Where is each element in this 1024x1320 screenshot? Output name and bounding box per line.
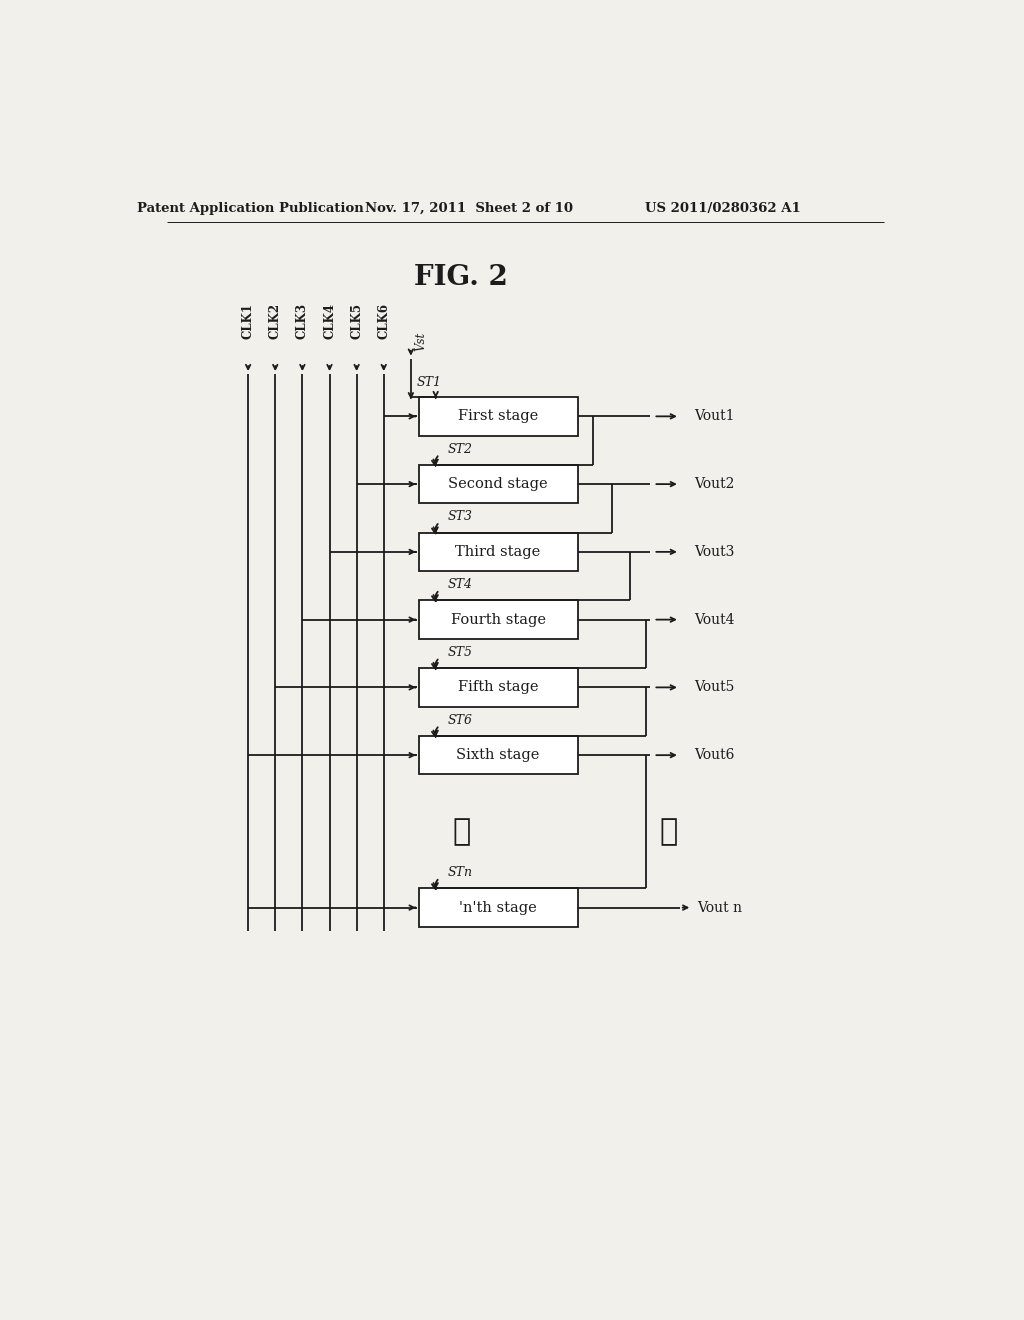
Text: US 2011/0280362 A1: US 2011/0280362 A1: [645, 202, 801, 215]
Text: ST6: ST6: [447, 714, 472, 726]
Text: Fifth stage: Fifth stage: [458, 680, 539, 694]
Bar: [419, 668, 578, 706]
Text: Vst: Vst: [415, 331, 428, 351]
Bar: [419, 601, 578, 639]
Text: Vout3: Vout3: [693, 545, 734, 558]
Text: Second stage: Second stage: [449, 477, 548, 491]
Text: CLK2: CLK2: [268, 304, 282, 339]
Text: Third stage: Third stage: [456, 545, 541, 558]
Text: Nov. 17, 2011  Sheet 2 of 10: Nov. 17, 2011 Sheet 2 of 10: [365, 202, 573, 215]
Text: First stage: First stage: [458, 409, 539, 424]
Text: CLK1: CLK1: [242, 304, 255, 339]
Text: CLK3: CLK3: [296, 304, 309, 339]
Text: FIG. 2: FIG. 2: [415, 264, 508, 292]
Bar: [419, 465, 578, 503]
Text: Vout4: Vout4: [693, 612, 734, 627]
Text: CLK6: CLK6: [377, 304, 390, 339]
Text: Patent Application Publication: Patent Application Publication: [137, 202, 364, 215]
Text: Fourth stage: Fourth stage: [451, 612, 546, 627]
Text: ⋮: ⋮: [659, 816, 678, 847]
Text: STn: STn: [447, 866, 472, 879]
Text: ST2: ST2: [447, 442, 472, 455]
Bar: [419, 397, 578, 436]
Text: CLK5: CLK5: [350, 304, 364, 339]
Text: Vout1: Vout1: [693, 409, 734, 424]
Text: ST5: ST5: [447, 645, 472, 659]
Text: CLK4: CLK4: [323, 304, 336, 339]
Text: Vout2: Vout2: [693, 477, 734, 491]
Text: 'n'th stage: 'n'th stage: [459, 900, 537, 915]
Text: ⋮: ⋮: [453, 816, 470, 847]
Text: Sixth stage: Sixth stage: [457, 748, 540, 762]
Bar: [419, 737, 578, 775]
Text: Vout6: Vout6: [693, 748, 734, 762]
Text: Vout n: Vout n: [697, 900, 742, 915]
Bar: [419, 888, 578, 927]
Text: Vout5: Vout5: [693, 680, 734, 694]
Text: ST1: ST1: [417, 376, 441, 389]
Text: ST4: ST4: [447, 578, 472, 591]
Text: ST3: ST3: [447, 511, 472, 524]
Bar: [419, 533, 578, 572]
